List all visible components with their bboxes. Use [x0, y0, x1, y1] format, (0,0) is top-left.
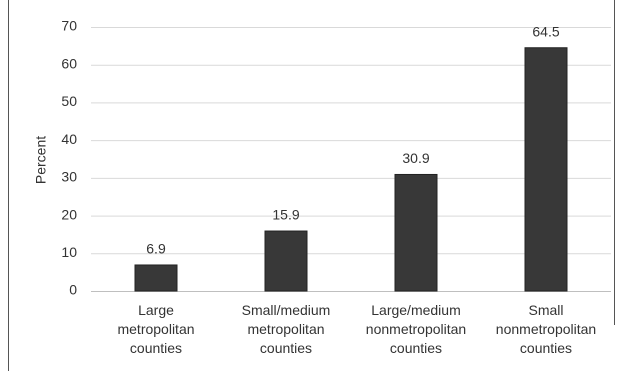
y-tick-label: 0	[69, 282, 77, 298]
bar	[394, 173, 438, 292]
y-tick-label: 10	[61, 244, 77, 260]
value-label: 6.9	[146, 241, 166, 257]
x-tick-label: Large metropolitan counties	[117, 302, 195, 356]
y-tick-label: 50	[61, 93, 77, 109]
y-tick-label: 20	[61, 206, 77, 222]
bar	[134, 264, 178, 292]
x-tick-label: Small nonmetropolitan counties	[495, 302, 597, 356]
y-axis-label: Percent	[33, 136, 49, 184]
bar	[524, 47, 568, 292]
value-label: 30.9	[402, 150, 429, 166]
y-tick-label: 70	[61, 18, 77, 34]
y-tick-label: 30	[61, 169, 77, 185]
y-tick-label: 40	[61, 131, 77, 147]
y-tick-label: 60	[61, 55, 77, 71]
value-label: 15.9	[272, 207, 299, 223]
value-label: 64.5	[532, 23, 559, 39]
x-tick-label: Small/medium metropolitan counties	[241, 302, 331, 356]
bar	[264, 230, 308, 292]
x-tick-label: Large/medium nonmetropolitan counties	[365, 302, 467, 356]
